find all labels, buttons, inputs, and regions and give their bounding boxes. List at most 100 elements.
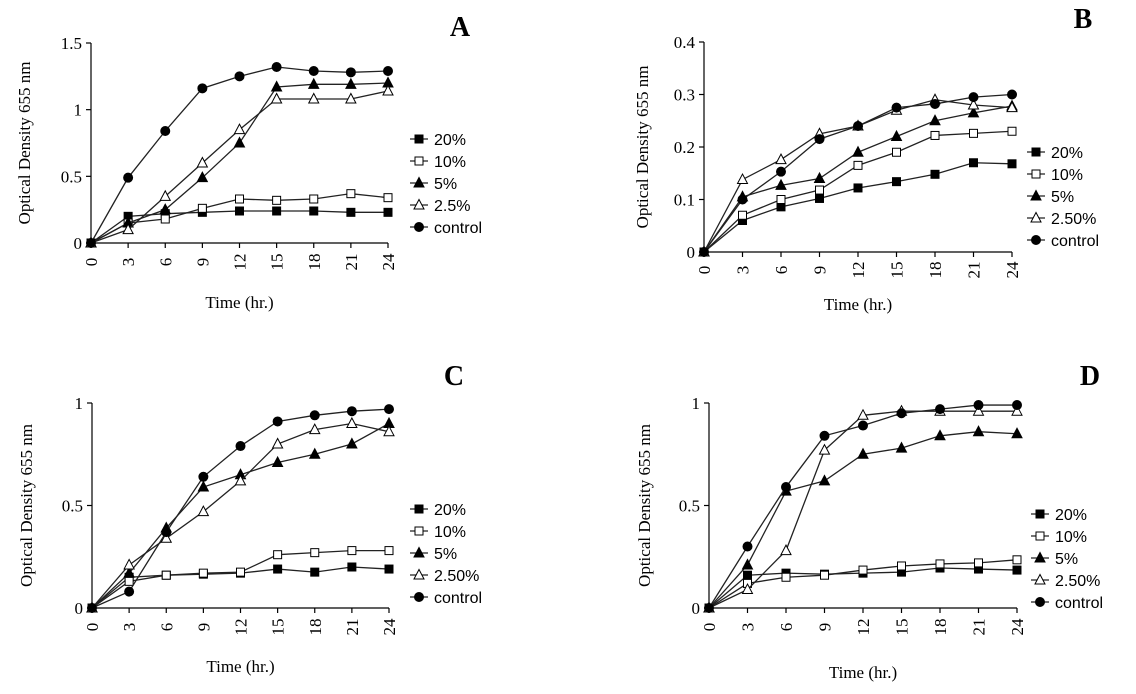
- data-point: [309, 410, 320, 421]
- legend-label: 2.50%: [434, 568, 479, 585]
- x-tick-label: 15: [268, 254, 287, 271]
- legend-marker: [1035, 509, 1045, 519]
- series-10pct: [699, 126, 1017, 257]
- x-tick-label: 0: [83, 623, 102, 632]
- y-tick-label: 0.4: [674, 33, 696, 52]
- x-tick-label: 18: [926, 262, 945, 279]
- series-line: [90, 66, 389, 244]
- data-point: [1007, 159, 1017, 169]
- legend-item: 2.50%: [410, 568, 479, 585]
- y-tick-label: 1: [75, 394, 84, 413]
- data-point: [820, 570, 829, 580]
- data-point: [814, 134, 825, 145]
- data-point: [736, 172, 749, 185]
- legend-item: 10%: [1031, 529, 1087, 546]
- x-tick-label: 15: [269, 619, 288, 636]
- data-point: [780, 544, 792, 556]
- data-point: [123, 172, 134, 183]
- data-point: [346, 207, 356, 217]
- data-point: [972, 425, 985, 437]
- data-point: [935, 559, 945, 569]
- chart-panel-c: C 0 0.5 1 0 3 6 9 12 15 18 21 24 Time (hr.) Optical De…: [17, 361, 482, 676]
- data-point: [818, 443, 831, 455]
- legend-label: 5%: [434, 176, 457, 193]
- data-point: [233, 123, 246, 135]
- data-point: [382, 84, 394, 96]
- x-tick-label: 21: [343, 619, 362, 636]
- y-tick-label: 1.5: [61, 34, 82, 53]
- data-point: [1011, 404, 1023, 416]
- y-tick-label: 0.5: [62, 497, 83, 516]
- x-tick-label: 3: [120, 623, 139, 632]
- x-tick-label: 9: [811, 266, 830, 275]
- x-tick-label: 9: [193, 258, 212, 267]
- legend-marker: [414, 222, 424, 232]
- y-axis-title: Optical Density 655 nm: [635, 424, 654, 587]
- data-point: [930, 130, 940, 140]
- legend-item: 2.50%: [1027, 211, 1096, 228]
- x-tick-label: 21: [342, 254, 361, 271]
- x-tick-label: 24: [1003, 261, 1022, 279]
- data-point: [161, 527, 172, 538]
- data-point: [197, 480, 210, 492]
- data-point: [892, 177, 901, 187]
- x-tick-label: 12: [849, 262, 868, 279]
- legend-marker: [413, 176, 425, 188]
- series-control: [699, 89, 1017, 257]
- legend-label: 10%: [1051, 167, 1083, 184]
- data-point: [1011, 427, 1023, 439]
- data-point: [235, 441, 246, 452]
- data-point: [857, 447, 869, 459]
- data-point: [198, 471, 209, 482]
- data-point: [930, 98, 940, 109]
- x-tick-label: 0: [700, 623, 719, 632]
- data-point: [234, 474, 247, 486]
- data-point: [384, 546, 394, 556]
- legend-marker: [1031, 147, 1041, 157]
- data-point: [738, 210, 747, 220]
- x-tick-label: 21: [970, 619, 989, 636]
- series-line: [703, 93, 1013, 253]
- data-point: [197, 203, 207, 213]
- series-line: [708, 410, 1017, 609]
- x-tick-label: 6: [157, 623, 176, 632]
- data-point: [122, 223, 134, 235]
- x-tick-label: 18: [931, 619, 950, 636]
- y-tick-label: 0.5: [679, 497, 700, 516]
- legend-label: 5%: [1055, 551, 1078, 568]
- data-point: [308, 423, 321, 435]
- legend-marker: [1035, 531, 1045, 541]
- data-point: [929, 114, 941, 126]
- y-tick-label: 0.3: [674, 86, 695, 105]
- data-point: [741, 558, 754, 570]
- x-tick-label: 0: [695, 266, 714, 275]
- x-tick-label: 6: [156, 258, 175, 267]
- data-point: [308, 66, 319, 76]
- x-axis-title: Time (hr.): [205, 293, 273, 312]
- x-tick-label: 9: [816, 623, 835, 632]
- data-point: [781, 572, 791, 582]
- series-line: [90, 210, 388, 244]
- data-point: [234, 71, 245, 82]
- data-point: [974, 558, 983, 568]
- series-20pct: [699, 158, 1017, 257]
- series-line: [90, 82, 389, 244]
- legend-marker: [414, 156, 424, 166]
- data-point: [1007, 126, 1017, 136]
- data-point: [1012, 555, 1022, 565]
- data-point: [86, 238, 96, 248]
- data-point: [346, 406, 357, 417]
- data-point: [934, 429, 946, 441]
- data-point: [270, 92, 283, 104]
- data-point: [123, 566, 135, 578]
- x-tick-label: 0: [82, 258, 101, 267]
- x-tick-label: 3: [739, 623, 758, 632]
- legend-marker: [1035, 597, 1045, 607]
- legend-item: 20%: [1031, 507, 1087, 524]
- data-point: [973, 400, 984, 411]
- data-point: [124, 586, 135, 597]
- x-axis-title: Time (hr.): [206, 657, 274, 676]
- data-point: [383, 66, 393, 76]
- data-point: [1007, 89, 1017, 100]
- data-point: [383, 425, 395, 437]
